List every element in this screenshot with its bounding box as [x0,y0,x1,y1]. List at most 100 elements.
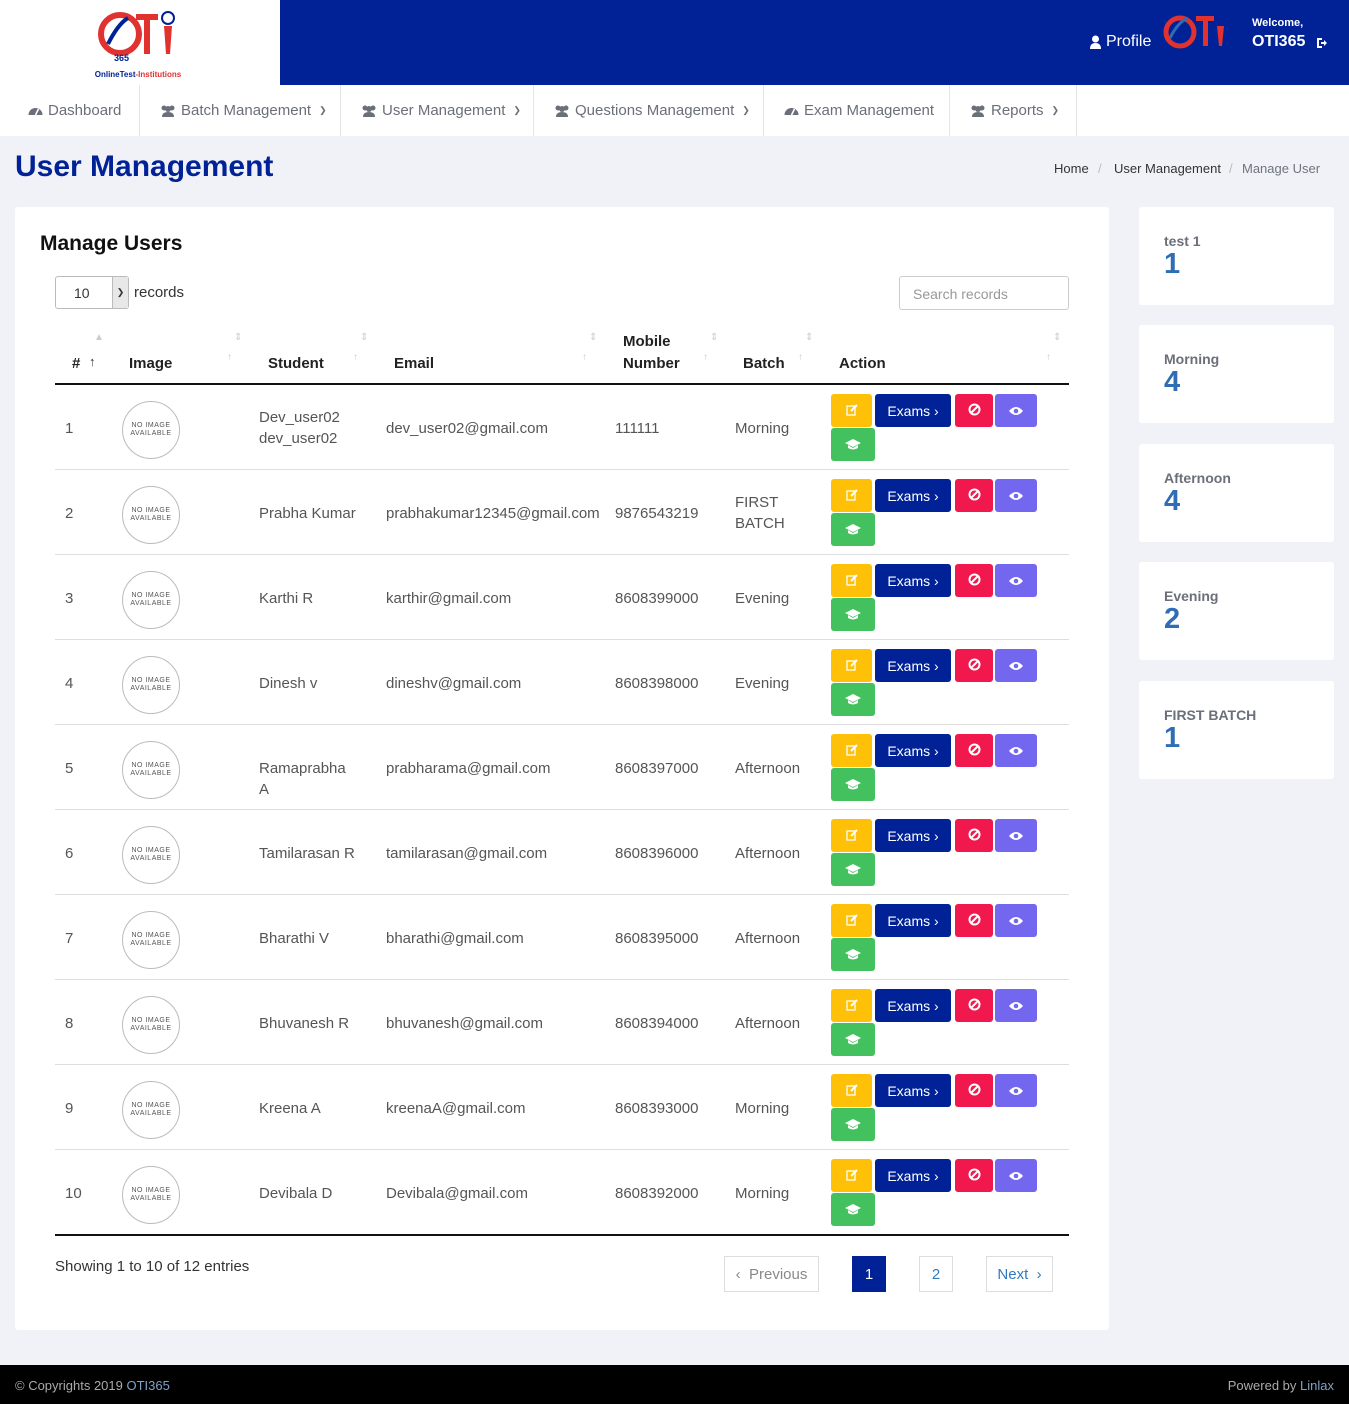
sort-icon[interactable]: ↑ [582,352,587,363]
pagination-page-2[interactable]: 2 [919,1256,953,1292]
logo-area[interactable]: 365 OnlineTest-Institutions [0,0,280,85]
view-button[interactable] [995,819,1037,852]
exams-button[interactable]: Exams › [875,904,951,937]
no-image-avatar: NO IMAGE AVAILABLE [122,996,180,1054]
results-button[interactable] [831,513,875,546]
results-button[interactable] [831,938,875,971]
svg-text:365: 365 [114,53,129,63]
powered-by: Powered by Linlax [1228,1378,1334,1393]
exams-button[interactable]: Exams › [875,734,951,767]
nav-reports[interactable]: Reports ❯ [950,85,1077,136]
nav-user-management[interactable]: User Management ❯ [341,85,534,136]
block-button[interactable] [955,394,993,427]
sort-icon[interactable]: ↑ [798,352,803,363]
exams-button[interactable]: Exams › [875,1074,951,1107]
block-button[interactable] [955,649,993,682]
avatar-text: AVAILABLE [130,685,172,692]
powered-by-link[interactable]: Linlax [1300,1378,1334,1393]
search-input[interactable]: Search records [899,276,1069,310]
block-button[interactable] [955,989,993,1022]
profile-link[interactable]: Profile [1090,33,1151,51]
nav-batch-management[interactable]: Batch Management ❯ [140,85,341,136]
nav-label: Batch Management [181,102,312,119]
results-button[interactable] [831,1108,875,1141]
column-header-email[interactable]: Email [394,355,435,372]
results-button[interactable] [831,768,875,801]
column-header-num[interactable]: # [72,355,81,372]
chevron-down-icon: ❯ [319,105,327,115]
edit-button[interactable] [831,1074,872,1107]
breadcrumb-home[interactable]: Home [1054,161,1089,176]
block-button[interactable] [955,1159,993,1192]
edit-button[interactable] [831,989,872,1022]
table-footer-divider [55,1234,1069,1236]
results-button[interactable] [831,1023,875,1056]
edit-icon [845,658,858,674]
edit-button[interactable] [831,734,872,767]
exams-button[interactable]: Exams › [875,479,951,512]
column-header-action[interactable]: Action [839,355,886,372]
edit-button[interactable] [831,564,872,597]
results-button[interactable] [831,598,875,631]
nav-exam-management[interactable]: Exam Management [764,85,950,136]
student-email: bhuvanesh@gmail.com [386,1015,543,1032]
results-button[interactable] [831,683,875,716]
column-header-student[interactable]: Student [268,355,324,372]
view-button[interactable] [995,1074,1037,1107]
student-email: kreenaA@gmail.com [386,1100,526,1117]
block-button[interactable] [955,819,993,852]
view-button[interactable] [995,989,1037,1022]
block-button[interactable] [955,479,993,512]
logout-icon[interactable] [1316,37,1328,49]
footer-brand-link[interactable]: OTI365 [126,1378,170,1393]
breadcrumb-user-management[interactable]: User Management [1114,161,1221,176]
pagination-next[interactable]: Next › [986,1256,1053,1292]
block-button[interactable] [955,1074,993,1107]
results-button[interactable] [831,1193,875,1226]
column-header-mobile[interactable]: Mobile Number [623,333,680,372]
view-button[interactable] [995,649,1037,682]
sort-icon[interactable]: ↑ [353,352,358,363]
pagination-previous[interactable]: ‹ Previous [724,1256,819,1292]
block-button[interactable] [955,734,993,767]
exams-button[interactable]: Exams › [875,564,951,597]
view-button[interactable] [995,734,1037,767]
view-button[interactable] [995,479,1037,512]
pagination-page-1[interactable]: 1 [852,1256,886,1292]
view-button[interactable] [995,1159,1037,1192]
graduation-cap-icon [845,1117,861,1133]
exams-button[interactable]: Exams › [875,394,951,427]
edit-icon [845,998,858,1014]
sort-icon[interactable]: ↑ [227,352,232,363]
exams-button[interactable]: Exams › [875,1159,951,1192]
column-header-image[interactable]: Image [129,355,173,372]
sort-icon[interactable]: ↑ [703,352,708,363]
results-button[interactable] [831,428,875,461]
block-button[interactable] [955,564,993,597]
nav-label: Exam Management [804,102,935,119]
view-button[interactable] [995,904,1037,937]
view-button[interactable] [995,394,1037,427]
exams-button[interactable]: Exams › [875,989,951,1022]
exams-button[interactable]: Exams › [875,819,951,852]
edit-button[interactable] [831,904,872,937]
edit-button[interactable] [831,649,872,682]
nav-dashboard[interactable]: Dashboard [0,85,140,136]
view-button[interactable] [995,564,1037,597]
exams-button[interactable]: Exams › [875,649,951,682]
page-length-select[interactable]: 10 ❯ [55,276,129,309]
sort-icon[interactable]: ↑ [1046,352,1051,363]
avatar-text: AVAILABLE [130,1025,172,1032]
edit-button[interactable] [831,1159,872,1192]
nav-questions-management[interactable]: Questions Management ❯ [534,85,764,136]
sort-asc-icon[interactable]: ↑ [89,354,96,369]
no-image-avatar: NO IMAGE AVAILABLE [122,1081,180,1139]
edit-button[interactable] [831,394,872,427]
copyright-text: © Copyrights 2019 [15,1378,123,1393]
edit-button[interactable] [831,479,872,512]
column-header-batch[interactable]: Batch [743,355,785,372]
edit-icon [845,743,858,759]
edit-button[interactable] [831,819,872,852]
block-button[interactable] [955,904,993,937]
results-button[interactable] [831,853,875,886]
